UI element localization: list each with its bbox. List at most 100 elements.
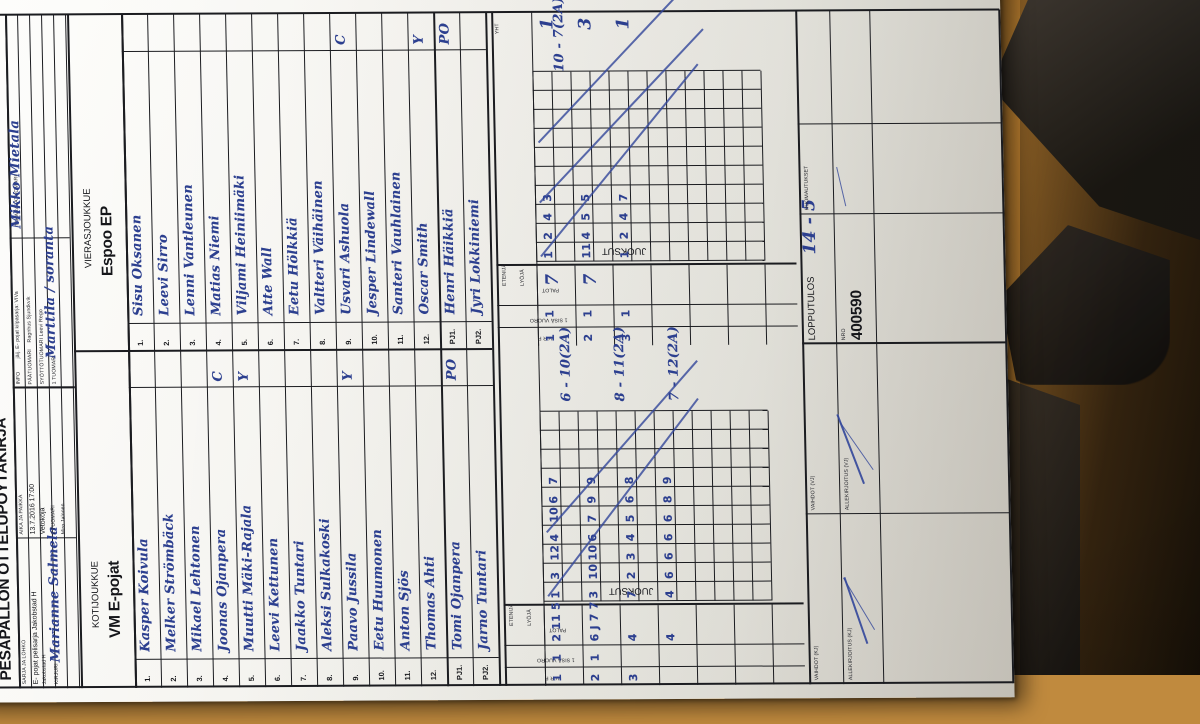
home-player-name: Tomi Ojanpera — [448, 540, 466, 651]
label-advancer: ETENIJÄ — [501, 263, 508, 287]
home-player-name: Thomas Ahti — [422, 555, 440, 651]
value-info: jäij. E- pojat kilpasarja: VIVa — [13, 291, 22, 359]
run-cell: 2 — [624, 571, 639, 580]
rule-vertical — [496, 262, 797, 267]
pen-stroke — [540, 63, 699, 257]
run-cell: 4 — [541, 212, 555, 221]
rule-vertical — [497, 325, 798, 329]
value-referee1: Marttila / soranta — [41, 225, 60, 359]
label-away-team: VIERASJOUKKUE — [81, 188, 95, 269]
player-row-number: 11. — [402, 670, 413, 681]
away-player-name: Matias Niemi — [207, 215, 225, 316]
label-info: INFO — [15, 371, 22, 385]
inning-number: 1 — [543, 333, 558, 342]
run-cell: 6 — [661, 514, 675, 523]
run-cell: 4 — [617, 212, 631, 221]
run-cell: 5 — [623, 514, 637, 523]
rule-vertical — [504, 665, 805, 668]
away-player-name: Leevi Sirro — [155, 234, 173, 316]
away-player-name: Valtteri Väihäinen — [310, 180, 329, 315]
yht-value: 1 — [613, 17, 634, 30]
away-player-name: Henri Häikkiä — [441, 208, 459, 315]
run-cell: 3 — [587, 590, 601, 599]
home-player-name: Aleksi Sulkakoski — [317, 518, 336, 651]
rule-horizontal — [829, 10, 845, 685]
away-player-name: Viljami Heiniimäki — [232, 174, 251, 316]
value-away-team: Espoo EP — [98, 206, 117, 277]
home-player-name: Paavo Jussila — [344, 552, 362, 651]
run-cell: 6 — [662, 571, 677, 580]
rule-horizontal — [998, 9, 1015, 684]
player-row-number: 4. — [213, 339, 224, 346]
label-final-result: LOPPUTULOS — [805, 276, 819, 341]
run-cell: 4 — [663, 590, 677, 599]
player-row-number: PJ2. — [480, 664, 491, 681]
run-cell: 3 — [624, 552, 638, 561]
player-row-number: 2. — [161, 339, 171, 346]
run-cell: 4 — [624, 533, 638, 542]
player-row-number: 9. — [343, 338, 354, 345]
player-row-number: 7. — [291, 338, 302, 346]
palot-note: 8 - 11(2A) — [611, 326, 629, 402]
rule-vertical — [802, 341, 1007, 345]
value-result-referee: Mikko Mietala — [7, 120, 25, 229]
player-row-number: 7. — [298, 674, 309, 681]
player-row-number: 1. — [142, 675, 153, 682]
label-advancer: ETENIJÄ — [508, 603, 515, 626]
away-position-mark: PO — [437, 22, 453, 45]
palot-note: 6 - 10(2A) — [557, 326, 575, 402]
home-player-name: Leevi Kettunen — [266, 537, 284, 652]
away-player-name: Jesper Lindewall — [362, 190, 381, 315]
home-player-name: Muutti Mäki-Rajala — [239, 504, 258, 652]
run-cell: 7 — [616, 193, 631, 202]
label-writer: KIRJURI — [53, 663, 61, 685]
inning-vrp: 1 — [581, 309, 595, 318]
run-cell: 7 — [546, 476, 561, 485]
rule-vertical — [805, 512, 1010, 515]
player-row-number: PJ1. — [454, 664, 465, 681]
rule-horizontal — [657, 605, 661, 686]
match-protocol-sheet: PESÄPALLON OTTELUPÖYTÄKIRJA SARJA JA LOHK… — [0, 0, 1015, 703]
value-head-referee: Ragnhus Sjundkvik — [25, 296, 33, 343]
label-batter: LYÖJÄ — [519, 269, 526, 286]
run-cell: 7 — [625, 590, 639, 599]
player-row-number: 3. — [187, 339, 197, 346]
home-player-name: Jarno Tuntari — [474, 549, 492, 651]
value-nro: 400590 — [848, 290, 867, 341]
run-cell: 11 — [579, 242, 594, 259]
rule-vertical — [504, 643, 805, 646]
page-title: PESÄPALLON OTTELUPÖYTÄKIRJA — [0, 417, 15, 681]
player-row-number: 2. — [168, 675, 179, 682]
player-row-number: 5. — [246, 674, 257, 682]
label-batter: LYÖJÄ — [526, 609, 533, 626]
inning-number: 2 — [581, 333, 596, 342]
rule-vertical — [12, 386, 75, 389]
player-row-number: 1. — [135, 339, 145, 346]
inning-palot: 4 — [626, 633, 640, 642]
pen-stroke — [836, 166, 847, 207]
label-referee1: 1 TUOMARI — [51, 355, 58, 385]
rule-horizontal — [869, 10, 885, 684]
value-home-team: VM E-pojat — [105, 560, 125, 639]
label-notes: HUOMAUTUKSET — [803, 165, 811, 211]
player-row-number: PJ1. — [447, 328, 458, 345]
label-yht: YHT — [494, 23, 501, 35]
run-cell: 9 — [585, 495, 599, 504]
player-row-number: 8. — [317, 338, 328, 345]
player-row-number: 12. — [428, 669, 439, 681]
player-row-number: 3. — [194, 675, 205, 682]
label-changes-kj: VAIHDOT (KJ) — [813, 645, 821, 681]
home-player-name: Joonas Ojanpera — [213, 528, 232, 652]
run-cell: 5 — [579, 212, 593, 221]
yht-value: 3 — [575, 17, 596, 30]
home-position-mark: Y — [340, 371, 356, 381]
rule-vertical — [497, 303, 798, 307]
inning-total: 7 — [542, 273, 563, 286]
rule-horizontal — [531, 11, 547, 686]
run-cell: 10 — [586, 563, 601, 580]
home-position-mark: C — [210, 370, 226, 382]
away-player-name: Atte Wall — [259, 246, 277, 316]
value-series-2: Jakobstad H — [41, 654, 49, 685]
player-row-number: 9. — [350, 674, 361, 681]
away-player-name: Lenni Vantleunen — [180, 184, 199, 316]
